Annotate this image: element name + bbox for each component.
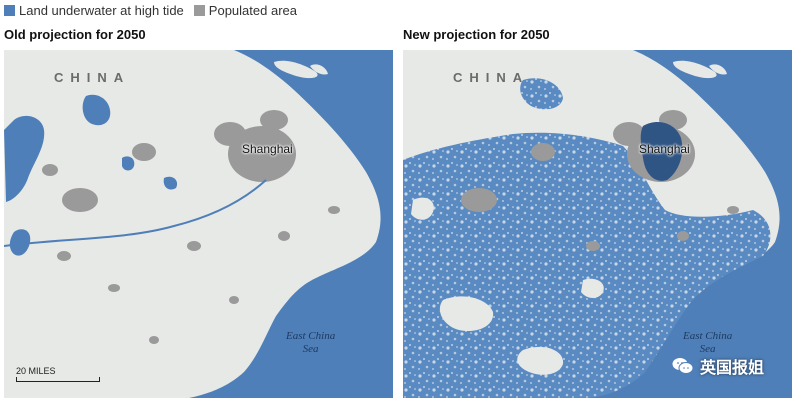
chat-bubble-icon <box>672 357 694 375</box>
panel-title-new: New projection for 2050 <box>403 27 550 42</box>
watermark: 英国报姐 <box>672 354 764 378</box>
lake <box>4 115 45 202</box>
map-new-graphic <box>403 50 792 398</box>
island <box>709 64 727 75</box>
flooded-populated-core <box>640 122 683 181</box>
legend-item-populated: Populated area <box>193 2 297 18</box>
island <box>673 60 717 79</box>
map-old-projection: CHINA Shanghai East China Sea 20 MILES <box>4 50 393 398</box>
sea-label-line2: Sea <box>302 343 319 355</box>
legend-swatch-underwater <box>4 4 15 16</box>
lake <box>9 229 31 256</box>
dry-patches <box>411 197 604 375</box>
legend-label-populated: Populated area <box>208 2 297 18</box>
legend-item-underwater: Land underwater at high tide <box>4 3 184 18</box>
country-label-china: CHINA <box>453 70 530 85</box>
map-legend: Land underwater at high tide Populated a… <box>4 2 307 18</box>
lake <box>82 94 111 126</box>
country-label-china: CHINA <box>54 70 131 85</box>
sea-label-line1: East China <box>683 330 733 342</box>
watermark-text: 英国报姐 <box>699 360 764 377</box>
sea-label-east-china-sea: East China Sea <box>683 330 732 356</box>
scale-bar: 20 MILES <box>16 366 100 382</box>
river <box>4 179 267 247</box>
sea-label-line1: East China <box>286 330 336 342</box>
scale-bar-line <box>16 377 100 382</box>
legend-label-underwater: Land underwater at high tide <box>19 2 184 18</box>
map-new-projection: CHINA Shanghai East China Sea 英国报姐 <box>403 50 792 398</box>
panel-title-old: Old projection for 2050 <box>4 27 146 42</box>
sea-label-line2: Sea <box>699 343 716 355</box>
legend-swatch-populated <box>193 4 205 16</box>
scale-bar-label: 20 MILES <box>16 366 56 376</box>
island <box>274 60 318 79</box>
populated-areas <box>42 110 340 344</box>
city-label-shanghai: Shanghai <box>242 142 293 156</box>
flooded-area <box>520 78 563 110</box>
lake <box>122 156 135 171</box>
island <box>310 64 328 75</box>
sea-label-east-china-sea: East China Sea <box>286 330 335 356</box>
map-old-graphic <box>4 50 393 398</box>
lake <box>163 176 178 190</box>
city-label-shanghai: Shanghai <box>639 142 690 156</box>
